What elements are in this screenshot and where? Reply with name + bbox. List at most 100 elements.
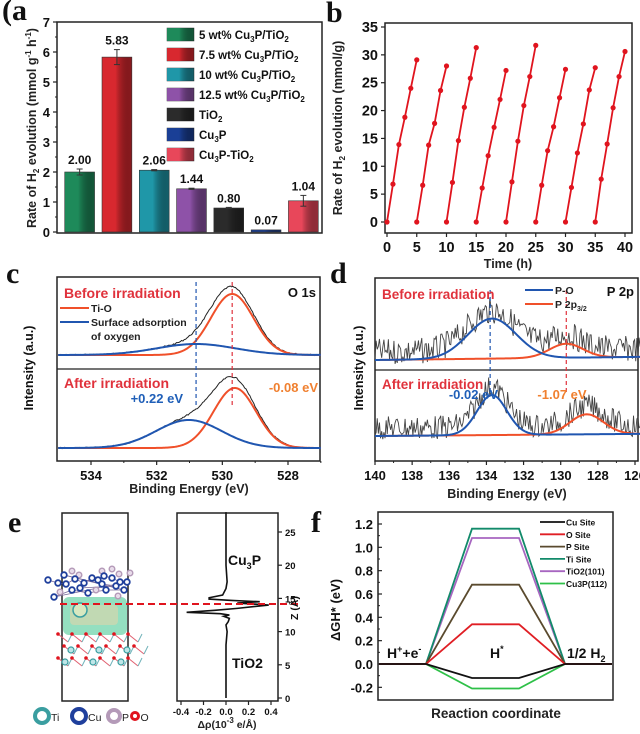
ti-atom-swatch — [33, 707, 51, 725]
y-tick-label: 0.8 — [355, 564, 373, 579]
stage-label-2: H* — [490, 644, 504, 661]
bond — [79, 585, 117, 589]
bond — [71, 633, 83, 643]
legend-swatch-shade — [167, 28, 194, 41]
y-tick-label: 10 — [362, 159, 378, 175]
y-tick-label: 30 — [362, 48, 378, 64]
data-point — [443, 63, 450, 69]
ti-atom — [67, 646, 75, 654]
value-label: 1.04 — [292, 179, 316, 193]
cu-atom — [80, 579, 88, 587]
cu-atom — [112, 582, 120, 590]
legend-label: Ti Site — [566, 554, 592, 564]
series-line — [534, 69, 567, 223]
legend-swatch-shade — [167, 148, 194, 161]
ti-atom — [117, 658, 125, 666]
legend-label-part: 2 — [218, 115, 223, 124]
value-label: 0.80 — [217, 191, 241, 205]
y-tick-label: 15 — [285, 594, 296, 605]
data-point — [568, 184, 575, 191]
data-point — [604, 141, 610, 147]
p-o-fit — [374, 317, 640, 361]
y-tick-label: 0 — [370, 215, 378, 231]
x-tick-label: 10 — [438, 240, 454, 256]
o-atom — [70, 632, 74, 636]
legend-label-part: 3 — [260, 55, 265, 64]
panel-e-ylabel: Z (Å) — [288, 596, 301, 620]
o-atom — [98, 656, 102, 660]
cu-atom — [98, 580, 106, 588]
panel-c-xlabel: Binding Energy (eV) — [129, 482, 248, 496]
data-point — [426, 142, 432, 148]
data-point — [467, 75, 473, 81]
legend-label-part: TiO — [199, 110, 218, 122]
x-tick-label: -0.2 — [195, 707, 211, 718]
panel-c-before-label: Before irradiation — [64, 285, 181, 301]
bond — [113, 633, 125, 643]
o-atom — [98, 632, 102, 636]
series-line — [445, 47, 478, 223]
data-point — [610, 105, 616, 111]
atom-legend-label: P — [122, 712, 129, 724]
o-atom — [84, 656, 88, 660]
y-tick-label: 0.2 — [355, 634, 373, 649]
data-point — [556, 95, 563, 101]
panel-d-after-label: After irradiation — [382, 377, 483, 392]
o-atom — [70, 656, 74, 660]
o-atom — [112, 656, 116, 660]
value-label: 5.83 — [105, 34, 129, 48]
value-label: 1.44 — [180, 172, 204, 186]
legend-label: Cu3P — [199, 130, 227, 144]
panel-label-e: e — [8, 506, 21, 539]
series-line — [386, 59, 418, 223]
x-tick-label: 0.4 — [264, 707, 278, 718]
data-point — [539, 182, 545, 188]
cu-atom — [108, 574, 116, 582]
legend-label-part: Cu — [199, 150, 214, 162]
ti-o-fit — [58, 387, 321, 449]
panel-e-profile-frame — [176, 512, 279, 702]
label-cu3p: Cu3P — [228, 552, 261, 571]
series-line — [505, 45, 537, 223]
y-tick-label: 6 — [43, 45, 50, 60]
p-atom — [108, 565, 116, 573]
o-atom — [132, 644, 136, 648]
data-point — [390, 181, 396, 187]
panel-d-title: P 2p — [607, 284, 634, 299]
p-atom — [68, 567, 76, 575]
o-atom — [126, 632, 130, 636]
bond — [127, 633, 139, 643]
legend-label-part: P/TiO — [271, 90, 301, 102]
cu-atom — [54, 579, 62, 587]
o-atom — [104, 644, 108, 648]
panel-label-c: c — [6, 257, 19, 290]
y-tick-label: 25 — [285, 528, 296, 539]
y-tick-label: 0.4 — [355, 610, 374, 625]
bar-shade — [213, 207, 245, 233]
x-tick-label: 130 — [550, 468, 572, 483]
data-point — [592, 219, 598, 225]
panel-label-b: b — [326, 0, 343, 29]
x-tick-label: 0 — [383, 240, 391, 256]
x-tick-label: 0.2 — [242, 707, 255, 718]
o-atom — [118, 644, 122, 648]
bar-shade — [101, 56, 133, 233]
legend-label-part: 2 — [300, 95, 305, 104]
cu-atom — [71, 575, 79, 583]
legend-label-part: 7.5 wt% Cu — [199, 50, 260, 62]
series-line — [415, 65, 448, 223]
bar-shade — [250, 229, 282, 233]
x-tick-label: 140 — [364, 468, 386, 483]
cu-atom — [62, 580, 70, 588]
legend-label-part: 2 — [284, 35, 289, 44]
data-point — [527, 73, 533, 80]
charge-density-profile — [186, 512, 269, 698]
p-atom — [56, 588, 64, 596]
p-atom — [114, 592, 122, 600]
cu-atom — [50, 593, 58, 601]
panel-f-ylabel: ΔGH* (eV) — [328, 579, 343, 641]
o-atom — [112, 632, 116, 636]
atom-legend-label: O — [141, 712, 149, 724]
data-point — [562, 66, 569, 72]
